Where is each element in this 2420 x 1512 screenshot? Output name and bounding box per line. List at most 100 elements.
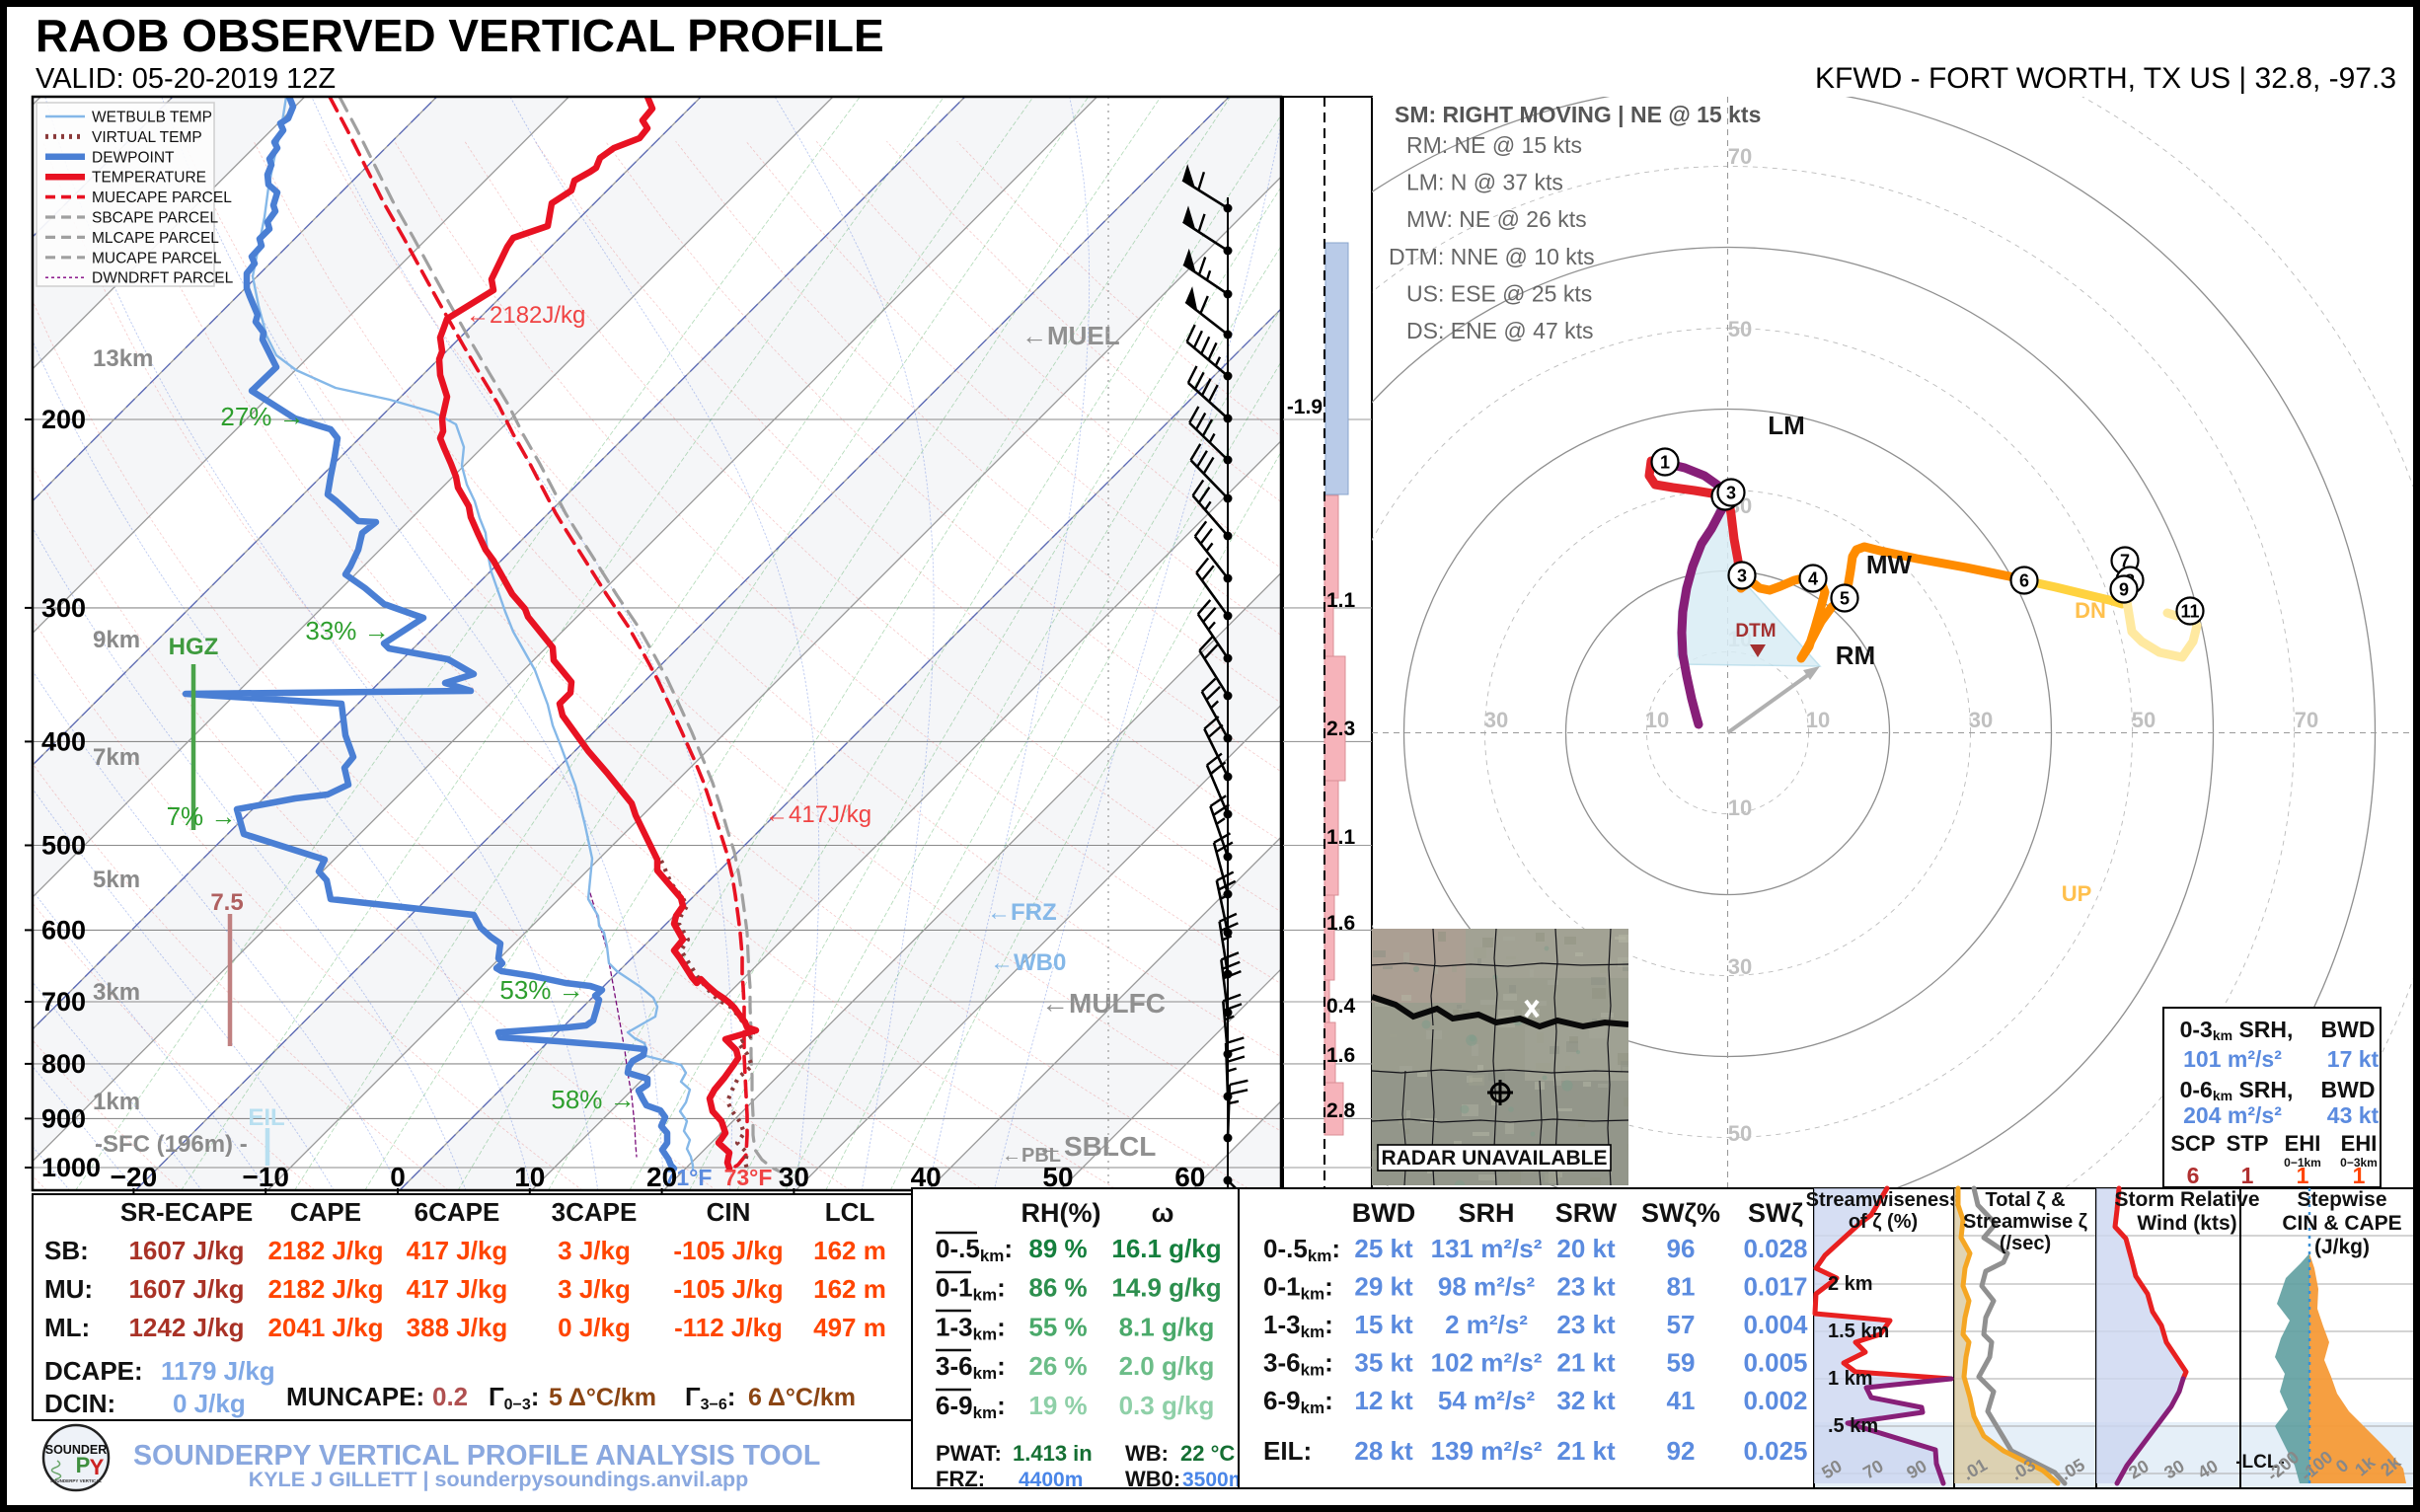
svg-text:Streamwiseness: Streamwiseness bbox=[1806, 1189, 1961, 1211]
svg-text:204 m²/s²: 204 m²/s² bbox=[2183, 1102, 2282, 1128]
svg-text:1607 J/kg: 1607 J/kg bbox=[128, 1236, 244, 1265]
svg-text:40: 40 bbox=[911, 1162, 942, 1192]
svg-text:15 kt: 15 kt bbox=[1354, 1310, 1413, 1339]
svg-text:US: ESE @ 25 kts: US: ESE @ 25 kts bbox=[1406, 280, 1592, 306]
svg-text:19 %: 19 % bbox=[1028, 1391, 1087, 1420]
svg-text:30: 30 bbox=[1484, 708, 1508, 732]
svg-text:26 %: 26 % bbox=[1028, 1351, 1087, 1381]
svg-text:DS: ENE @ 47 kts: DS: ENE @ 47 kts bbox=[1406, 318, 1594, 343]
svg-text:9: 9 bbox=[2119, 580, 2129, 600]
svg-text:5km: 5km bbox=[93, 867, 140, 893]
svg-text:21 kt: 21 kt bbox=[1556, 1348, 1616, 1378]
svg-text:71°F: 71°F bbox=[664, 1165, 713, 1190]
svg-text:1: 1 bbox=[2241, 1163, 2254, 1188]
svg-text:HGZ: HGZ bbox=[169, 634, 219, 660]
svg-text:35 kt: 35 kt bbox=[1354, 1348, 1413, 1378]
svg-text:162 m: 162 m bbox=[813, 1236, 886, 1265]
svg-text:0.017: 0.017 bbox=[1743, 1272, 1807, 1302]
svg-text:0.4: 0.4 bbox=[1326, 995, 1356, 1018]
svg-text:ML:: ML: bbox=[44, 1313, 90, 1342]
svg-text:DTM: NNE @ 10 kts: DTM: NNE @ 10 kts bbox=[1389, 244, 1595, 269]
svg-text:1.1: 1.1 bbox=[1326, 826, 1356, 849]
svg-text:RH(%): RH(%) bbox=[1021, 1198, 1101, 1228]
svg-text:SR-ECAPE: SR-ECAPE bbox=[120, 1197, 253, 1227]
svg-text:MUECAPE PARCEL: MUECAPE PARCEL bbox=[92, 189, 232, 206]
svg-text:0: 0 bbox=[390, 1162, 406, 1192]
svg-text:DN: DN bbox=[2075, 598, 2106, 623]
svg-text:.5 km: .5 km bbox=[1828, 1415, 1878, 1437]
svg-text:1000: 1000 bbox=[41, 1153, 101, 1182]
svg-text:388 J/kg: 388 J/kg bbox=[407, 1313, 508, 1342]
svg-text:LCL: LCL bbox=[825, 1197, 875, 1227]
svg-text:6 Δ°C/km: 6 Δ°C/km bbox=[748, 1384, 856, 1411]
svg-text:3: 3 bbox=[1737, 567, 1747, 586]
svg-text:0.3 g/kg: 0.3 g/kg bbox=[1119, 1391, 1215, 1420]
svg-text:29 kt: 29 kt bbox=[1354, 1272, 1413, 1302]
svg-text:1: 1 bbox=[2297, 1163, 2309, 1188]
svg-text:-105 J/kg: -105 J/kg bbox=[673, 1236, 783, 1265]
svg-text:←MUEL: ←MUEL bbox=[1021, 321, 1120, 350]
svg-text:P: P bbox=[76, 1453, 91, 1477]
svg-text:81: 81 bbox=[1667, 1272, 1696, 1302]
svg-text:EHI: EHI bbox=[2285, 1131, 2321, 1156]
svg-text:200: 200 bbox=[41, 405, 86, 434]
svg-text:3CAPE: 3CAPE bbox=[552, 1197, 638, 1227]
svg-text:60: 60 bbox=[1174, 1162, 1205, 1192]
svg-text:WB:: WB: bbox=[1125, 1441, 1169, 1466]
svg-text:102 m²/s²: 102 m²/s² bbox=[1431, 1348, 1543, 1378]
svg-text:2.8: 2.8 bbox=[1326, 1099, 1356, 1122]
svg-text:MLCAPE PARCEL: MLCAPE PARCEL bbox=[92, 230, 219, 247]
svg-text:2.3: 2.3 bbox=[1326, 718, 1355, 740]
svg-text:12 kt: 12 kt bbox=[1354, 1386, 1413, 1415]
svg-text:32 kt: 32 kt bbox=[1556, 1386, 1616, 1415]
svg-text:0.2: 0.2 bbox=[432, 1382, 468, 1411]
svg-text:BWD: BWD bbox=[1352, 1198, 1415, 1228]
svg-text:7.5: 7.5 bbox=[210, 889, 243, 916]
svg-text:0.028: 0.028 bbox=[1743, 1234, 1807, 1263]
svg-text:SOUNDER: SOUNDER bbox=[45, 1443, 108, 1457]
svg-text:70: 70 bbox=[2295, 708, 2318, 732]
svg-text:7% →: 7% → bbox=[167, 801, 237, 831]
svg-text:WB0:: WB0: bbox=[1125, 1467, 1180, 1491]
svg-text:16.1 g/kg: 16.1 g/kg bbox=[1111, 1234, 1221, 1263]
svg-text:Storm Relative: Storm Relative bbox=[2114, 1188, 2259, 1211]
svg-text:2 m²/s²: 2 m²/s² bbox=[1445, 1310, 1528, 1339]
svg-text:3: 3 bbox=[1726, 484, 1736, 503]
svg-text:RAOB OBSERVED VERTICAL PROFILE: RAOB OBSERVED VERTICAL PROFILE bbox=[36, 10, 884, 61]
svg-text:0.025: 0.025 bbox=[1743, 1436, 1807, 1466]
svg-text:9km: 9km bbox=[93, 627, 140, 653]
svg-text:SWζ%: SWζ% bbox=[1641, 1198, 1720, 1228]
svg-text:96: 96 bbox=[1667, 1234, 1696, 1263]
svg-text:6CAPE: 6CAPE bbox=[415, 1197, 500, 1227]
svg-text:50: 50 bbox=[2132, 708, 2155, 732]
svg-text:497 m: 497 m bbox=[813, 1313, 886, 1342]
svg-text:LM: N @ 37 kts: LM: N @ 37 kts bbox=[1406, 170, 1563, 195]
svg-text:LM: LM bbox=[1768, 411, 1805, 440]
svg-text:89 %: 89 % bbox=[1028, 1234, 1087, 1263]
svg-text:1607 J/kg: 1607 J/kg bbox=[128, 1274, 244, 1304]
svg-text:600: 600 bbox=[41, 915, 86, 945]
svg-text:0−1km: 0−1km bbox=[2284, 1156, 2321, 1170]
svg-text:23 kt: 23 kt bbox=[1556, 1310, 1616, 1339]
svg-text:3 J/kg: 3 J/kg bbox=[558, 1236, 631, 1265]
svg-text:SM: RIGHT MOVING | NE @ 15 kts: SM: RIGHT MOVING | NE @ 15 kts bbox=[1395, 102, 1761, 127]
svg-text:SB:: SB: bbox=[44, 1236, 89, 1265]
svg-text:1242 J/kg: 1242 J/kg bbox=[128, 1313, 244, 1342]
svg-text:400: 400 bbox=[41, 726, 86, 756]
svg-text:28 kt: 28 kt bbox=[1354, 1436, 1413, 1466]
svg-text:←FRZ: ←FRZ bbox=[987, 899, 1057, 926]
svg-text:MU:: MU: bbox=[44, 1274, 93, 1304]
svg-text:SOUNDERPY VERTICAL: SOUNDERPY VERTICAL bbox=[50, 1478, 102, 1483]
svg-text:MUNCAPE:: MUNCAPE: bbox=[286, 1382, 424, 1411]
svg-text:900: 900 bbox=[41, 1103, 86, 1133]
svg-text:←PBL: ←PBL bbox=[1002, 1145, 1061, 1167]
svg-text:MUCAPE PARCEL: MUCAPE PARCEL bbox=[92, 250, 222, 266]
svg-text:1: 1 bbox=[1660, 453, 1670, 473]
svg-text:1.1: 1.1 bbox=[1326, 589, 1356, 612]
svg-text:4400m: 4400m bbox=[1019, 1469, 1083, 1491]
svg-text:CIN & CAPE: CIN & CAPE bbox=[2282, 1212, 2401, 1235]
svg-text:Total ζ &: Total ζ & bbox=[1985, 1189, 2065, 1211]
svg-text:417 J/kg: 417 J/kg bbox=[407, 1274, 508, 1304]
svg-text:ω: ω bbox=[1152, 1198, 1174, 1228]
svg-text:7km: 7km bbox=[93, 744, 140, 771]
